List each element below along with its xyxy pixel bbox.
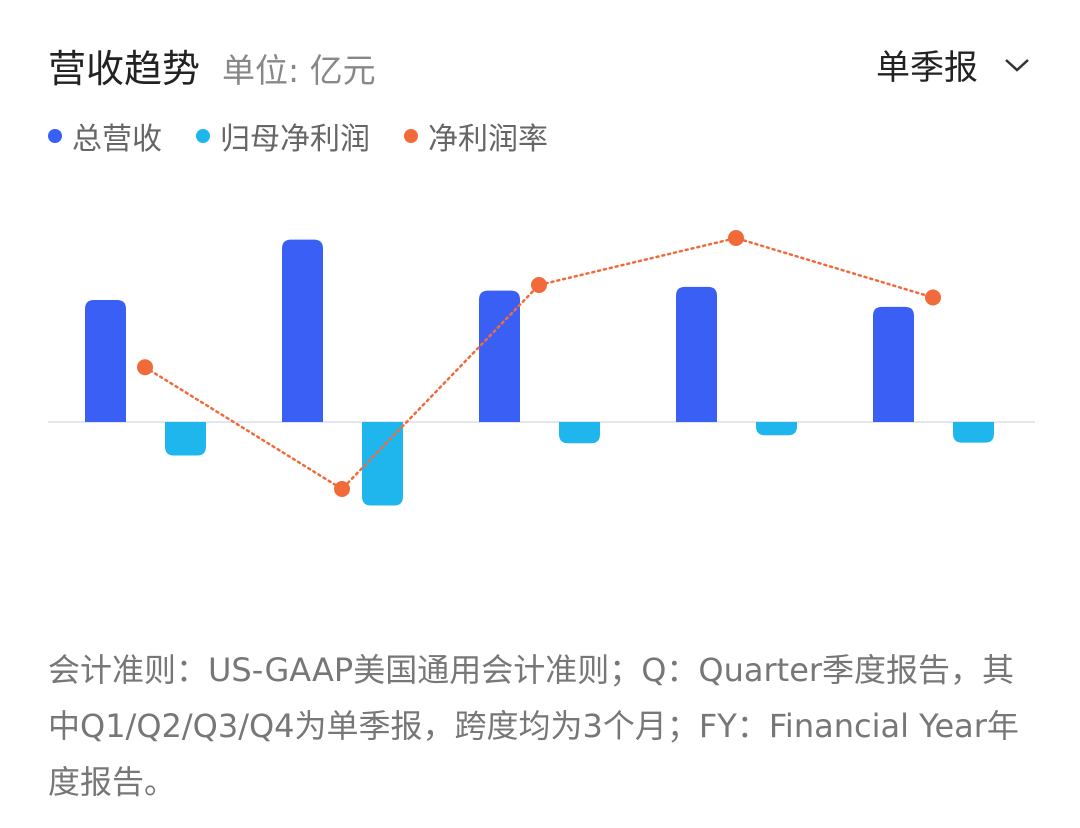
revenue-bar	[873, 306, 914, 422]
net-margin-line	[143, 236, 935, 491]
revenue-bar	[282, 239, 323, 422]
net-margin-point	[334, 481, 350, 497]
legend-item-revenue[interactable]: 总营收	[48, 114, 162, 158]
legend-dot	[404, 129, 418, 143]
unit-label: 单位: 亿元	[222, 51, 376, 90]
legend-item-net-margin[interactable]: 净利润率	[404, 114, 548, 158]
revenue-bar	[85, 299, 126, 422]
net-profit-bar	[362, 422, 403, 506]
legend-dot	[48, 129, 62, 143]
legend-item-net-profit[interactable]: 归母净利润	[196, 114, 370, 158]
net-profit-bar	[953, 422, 994, 443]
chart-title: 营收趋势	[48, 47, 201, 91]
revenue-chart	[48, 230, 1035, 506]
chart-header: 营收趋势 单位: 亿元	[48, 38, 376, 93]
legend-label: 总营收	[72, 122, 162, 157]
net-profit-bar	[559, 422, 600, 444]
net-profit-bar	[165, 422, 206, 456]
net-profit-bar	[756, 422, 797, 436]
net-margin-point	[531, 277, 547, 293]
net-margin-point	[137, 359, 153, 376]
revenue-bar	[676, 286, 717, 422]
legend-label: 净利润率	[428, 122, 548, 157]
legend-label: 归母净利润	[220, 122, 370, 157]
net-margin-point	[728, 230, 744, 247]
period-dropdown-value: 单季报	[876, 48, 978, 88]
chevron-down-icon	[1005, 58, 1029, 72]
net-margin-point	[925, 289, 941, 306]
footnote: 会计准则：US-GAAP美国通用会计准则；Q：Quarter季度报告，其中Q1/…	[48, 651, 1019, 801]
legend-dot	[196, 129, 210, 143]
revenue-bar	[479, 290, 520, 422]
legend: 总营收 归母净利润 净利润率	[48, 114, 582, 158]
period-dropdown[interactable]: 单季报	[876, 40, 1030, 89]
